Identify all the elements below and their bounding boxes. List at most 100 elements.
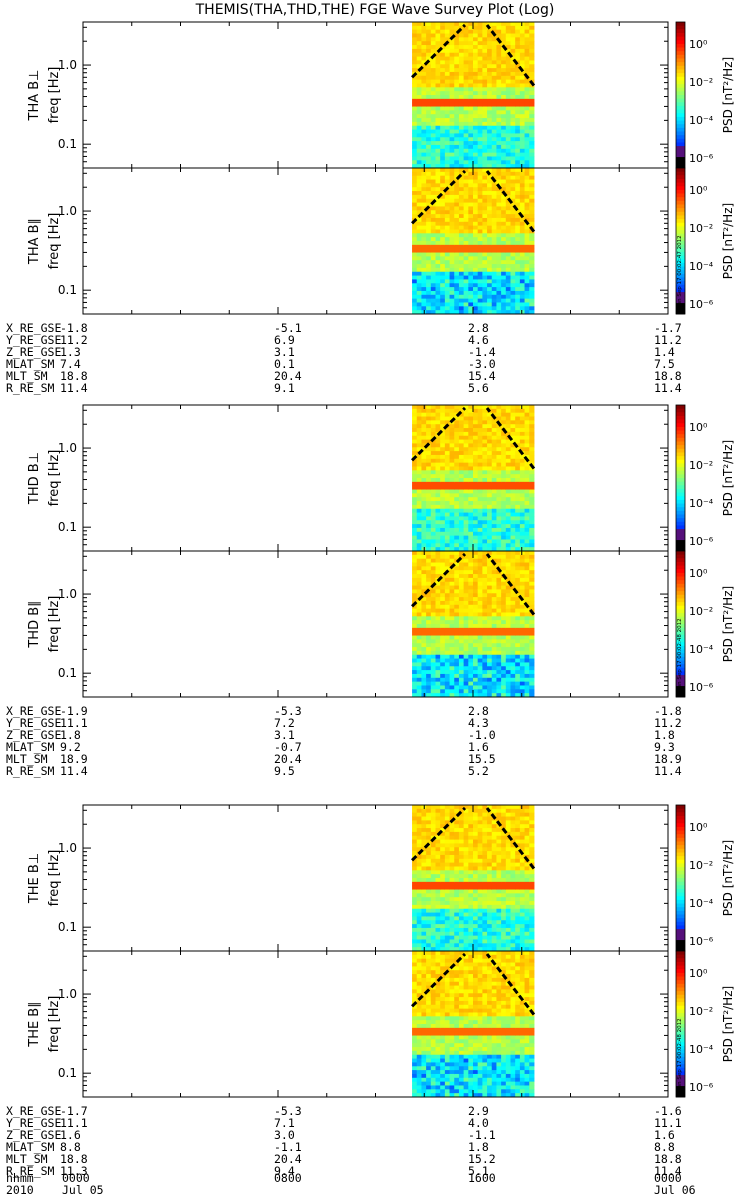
spectrogram-cell	[430, 939, 436, 944]
colorbar-step	[676, 157, 685, 162]
spectrogram-cell	[421, 233, 427, 238]
colorbar-step	[676, 605, 685, 610]
spectrogram-cell	[496, 129, 502, 134]
spectrogram-cell	[421, 416, 427, 421]
spectrogram-cell	[482, 431, 488, 437]
spectrogram-cell	[487, 45, 493, 50]
spectrogram-cell	[482, 187, 488, 192]
spectrogram-cell	[515, 25, 521, 31]
spectrogram-cell	[468, 677, 474, 683]
spectrogram-cell	[491, 256, 497, 261]
spectrogram-cell	[510, 302, 516, 307]
spectrogram-cell	[458, 75, 465, 81]
spectrogram-cell	[477, 878, 483, 883]
spectrogram-cell	[510, 693, 516, 698]
spectrogram-cell	[416, 87, 422, 92]
spectrogram-cell	[426, 129, 432, 134]
spectrogram-cell	[482, 137, 488, 142]
spectrogram-cell	[458, 56, 465, 61]
spectrogram-cell	[487, 508, 493, 514]
spectrogram-cell	[510, 129, 516, 134]
spectrogram-cell	[444, 267, 451, 273]
spectrogram-cell	[430, 175, 436, 181]
spectrogram-cell	[487, 241, 493, 246]
spectrogram-cell	[430, 22, 436, 27]
spectrogram-cell	[519, 183, 526, 188]
spectrogram-cell	[505, 29, 511, 35]
spectrogram-cell	[416, 252, 422, 257]
spectrogram-cell	[468, 489, 474, 494]
spectrogram-cell	[426, 539, 432, 544]
spectrogram-cell	[487, 462, 493, 467]
spectrogram-cell	[440, 428, 446, 433]
spectrogram-cell	[468, 554, 474, 560]
spectrogram-cell	[505, 512, 511, 517]
spectrogram-cell	[482, 612, 488, 617]
spectrogram-cell	[477, 866, 483, 871]
spectrogram-cell	[435, 152, 441, 157]
spectrogram-cell	[449, 643, 455, 648]
spectrogram-cell	[426, 91, 432, 96]
spectrogram-cell	[519, 279, 526, 284]
spectrogram-cell	[477, 164, 483, 169]
spectrogram-cell	[524, 470, 530, 475]
spectrogram-cell	[529, 210, 535, 215]
spectrogram-cell	[510, 508, 516, 514]
spectrogram-cell	[449, 221, 455, 227]
spectrogram-cell	[440, 137, 446, 142]
colorbar-step	[676, 91, 685, 96]
spectrogram-cell	[510, 681, 516, 686]
spectrogram-cell	[416, 547, 422, 552]
spectrogram-cell	[463, 866, 469, 871]
spectrogram-cell	[477, 562, 483, 567]
spectrogram-cell	[444, 306, 451, 311]
spectrogram-cell	[416, 493, 422, 498]
spectrogram-cell	[435, 29, 441, 35]
spectrogram-cell	[412, 527, 418, 533]
spectrogram-cell	[496, 658, 502, 663]
spectrogram-cell	[444, 681, 451, 686]
spectrogram-cell	[444, 121, 451, 127]
spectrogram-cell	[449, 279, 455, 284]
spectrogram-cell	[421, 125, 427, 131]
spectrogram-cell	[458, 816, 465, 821]
spectrogram-cell	[510, 98, 516, 104]
spectrogram-cell	[529, 229, 535, 234]
spectrogram-cell	[477, 41, 483, 46]
spectrogram-cell	[440, 866, 446, 871]
spectrogram-cell	[501, 620, 507, 625]
spectrogram-cell	[501, 183, 507, 188]
spectrogram-cell	[430, 83, 436, 88]
spectrogram-cell	[491, 531, 497, 537]
spectrogram-cell	[416, 485, 422, 491]
spectrogram-cell	[435, 443, 441, 448]
spectrogram-cell	[435, 214, 441, 219]
spectrogram-cell	[468, 310, 474, 315]
spectrogram-cell	[477, 577, 483, 583]
spectrogram-cell	[463, 71, 469, 77]
spectrogram-cell	[426, 152, 432, 157]
spectrogram-cell	[458, 439, 465, 444]
spectrogram-cell	[482, 25, 488, 31]
spectrogram-cell	[416, 650, 422, 656]
spectrogram-cell	[524, 294, 530, 300]
spectrogram-cell	[430, 75, 436, 81]
spectrogram-cell	[463, 824, 469, 829]
spectrogram-cell	[426, 264, 432, 269]
spectrogram-cell	[468, 893, 474, 898]
spectrogram-cell	[426, 535, 432, 540]
spectrogram-cell	[487, 497, 493, 502]
spectrogram-cell	[444, 870, 451, 875]
spectrogram-cell	[435, 504, 441, 510]
spectrogram-cell	[515, 527, 521, 533]
spectrogram-cell	[444, 624, 451, 629]
spectrogram-cell	[510, 175, 516, 181]
spectrogram-cell	[482, 306, 488, 311]
spectrogram-cell	[529, 37, 535, 42]
spectrogram-cell	[510, 566, 516, 571]
spectrogram-cell	[416, 225, 422, 230]
spectrogram-cell	[458, 233, 465, 238]
spectrogram-cell	[463, 662, 469, 667]
spectrogram-cell	[444, 194, 451, 200]
spectrogram-cell	[449, 56, 455, 61]
